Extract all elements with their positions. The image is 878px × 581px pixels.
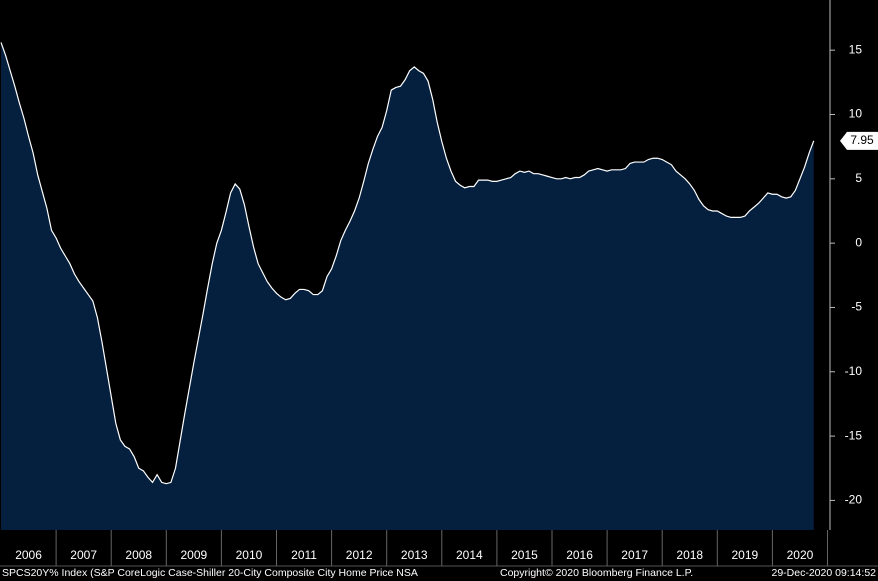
x-tick-label: 2006 bbox=[15, 548, 42, 562]
x-tick-label: 2007 bbox=[70, 548, 97, 562]
x-tick-label: 2013 bbox=[401, 548, 428, 562]
footer-timestamp: 29-Dec-2020 09:14:52 bbox=[772, 567, 877, 579]
area bbox=[1, 42, 814, 531]
x-tick-label: 2020 bbox=[787, 548, 814, 562]
line bbox=[0, 42, 815, 485]
x-tick-label: 2010 bbox=[236, 548, 263, 562]
y-tick-label: -15 bbox=[845, 428, 863, 442]
last-value-tag bbox=[840, 131, 878, 150]
x-tick-label: 2019 bbox=[731, 548, 758, 562]
x-tick-label: 2014 bbox=[456, 548, 483, 562]
y-tick-label: 10 bbox=[849, 107, 863, 121]
footer-copyright: Copyright© 2020 Bloomberg Finance L.P. bbox=[500, 567, 693, 579]
y-tick-label: -20 bbox=[845, 493, 863, 507]
x-tick-label: 2018 bbox=[676, 548, 703, 562]
x-tick-label: 2017 bbox=[621, 548, 648, 562]
x-tick-label: 2012 bbox=[346, 548, 373, 562]
y-tick-label: 5 bbox=[855, 171, 862, 185]
footer-source: SPCS20Y% Index (S&P CoreLogic Case-Shill… bbox=[2, 567, 418, 579]
y-tick-label: -5 bbox=[851, 300, 862, 314]
x-tick-label: 2008 bbox=[125, 548, 152, 562]
y-tick-label: -10 bbox=[845, 364, 863, 378]
x-tick-label: 2015 bbox=[511, 548, 538, 562]
y-tick-label: 15 bbox=[849, 42, 863, 56]
x-tick-label: 2016 bbox=[566, 548, 593, 562]
y-tick-label: 0 bbox=[855, 235, 862, 249]
x-tick-label: 2009 bbox=[180, 548, 207, 562]
last-value-label: 7.95 bbox=[850, 133, 874, 147]
x-tick-label: 2011 bbox=[291, 548, 317, 562]
